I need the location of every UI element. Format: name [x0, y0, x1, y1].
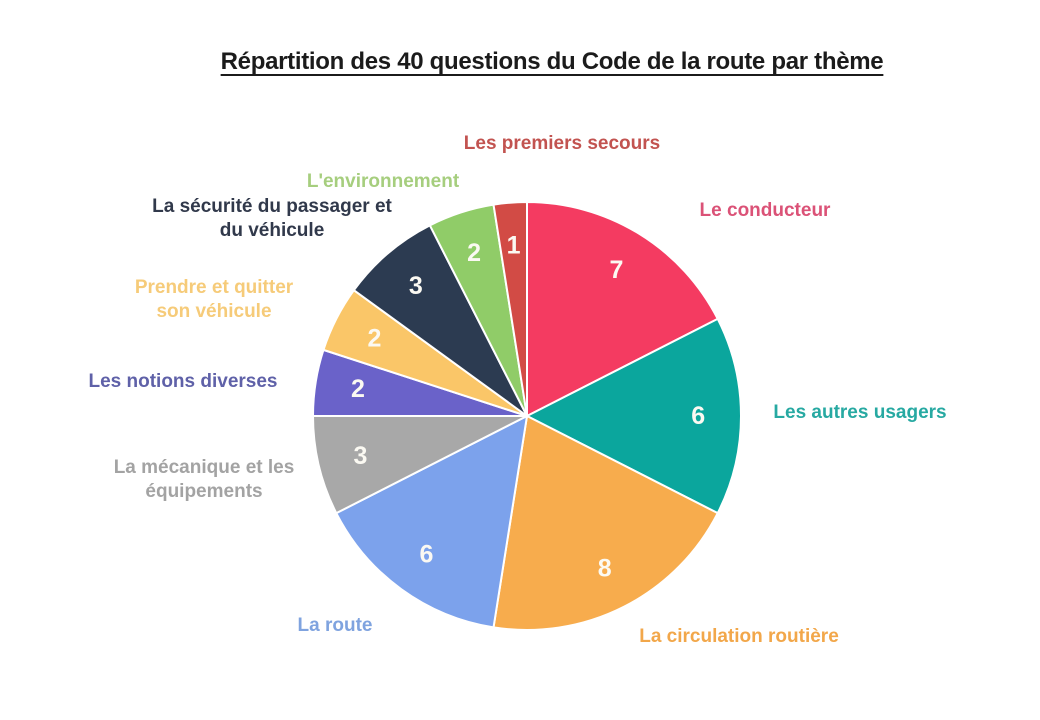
slice-label-les-autres-usagers: Les autres usagers: [773, 402, 947, 423]
pie-slice-7: [352, 224, 528, 417]
pie-slice-2: [492, 415, 719, 631]
pie-slice-value-0: 7: [610, 256, 624, 284]
pie-slice-value-9: 1: [507, 231, 521, 259]
pie-slice-value-2: 8: [598, 555, 612, 583]
pie-slice-value-3: 6: [419, 541, 433, 569]
pie-slice-0: [526, 201, 719, 417]
pie-slice-9: [492, 200, 528, 417]
pie-slice-3: [335, 415, 528, 629]
slice-label-la-route: La route: [297, 615, 373, 636]
slice-label-la-securite-du-passager-et-du-vehicule: La sécurité du passager et du véhicule: [152, 196, 392, 241]
pie-slice-value-8: 2: [467, 239, 481, 267]
slice-label-la-circulation-routiere: La circulation routière: [639, 626, 839, 647]
slice-label-prendre-et-quitter-son-vehicule: Prendre et quitter son véhicule: [134, 277, 294, 322]
pie-slice-1: [526, 317, 742, 515]
slice-label-la-mecanique-et-les-equipements: La mécanique et les équipements: [113, 457, 295, 502]
pie-slice-value-7: 3: [409, 272, 423, 300]
slice-label-le-conducteur: Le conducteur: [699, 200, 831, 221]
pie-slice-value-5: 2: [351, 375, 365, 403]
chart-title: Répartition des 40 questions du Code de …: [220, 48, 884, 75]
pie-slice-4: [312, 415, 528, 515]
pie-slice-value-6: 2: [368, 324, 382, 352]
pie-slice-value-1: 6: [691, 402, 705, 430]
slice-label-l-environnement: L'environnement: [306, 171, 460, 192]
slice-label-les-premiers-secours: Les premiers secours: [463, 133, 661, 154]
slice-label-les-notions-diverses: Les notions diverses: [88, 371, 278, 392]
pie-slice-value-4: 3: [354, 442, 368, 470]
